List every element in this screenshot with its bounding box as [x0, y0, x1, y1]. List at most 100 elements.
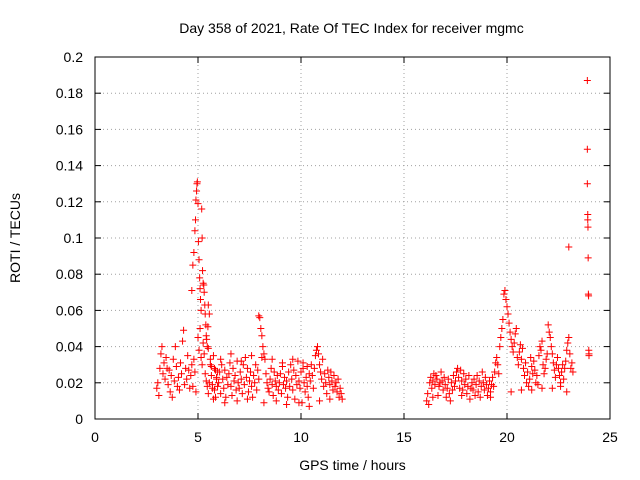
- data-point: [236, 368, 244, 376]
- data-point: [503, 303, 511, 311]
- data-point: [290, 366, 298, 374]
- data-point: [466, 395, 474, 403]
- data-point: [560, 375, 568, 383]
- data-point: [166, 388, 174, 396]
- data-point: [462, 375, 470, 383]
- data-point: [210, 364, 218, 372]
- data-point: [200, 350, 208, 358]
- data-point: [190, 248, 198, 256]
- data-point: [243, 395, 251, 403]
- data-point: [478, 368, 486, 376]
- data-point: [186, 384, 194, 392]
- data-point: [471, 391, 479, 399]
- data-point: [155, 391, 163, 399]
- data-point: [545, 328, 553, 336]
- data-point: [517, 355, 525, 363]
- data-point: [458, 391, 466, 399]
- data-point: [429, 377, 437, 385]
- data-point: [167, 372, 175, 380]
- data-point: [207, 372, 215, 380]
- data-point: [423, 397, 431, 405]
- data-point: [283, 377, 291, 385]
- data-point: [277, 390, 285, 398]
- data-point: [494, 361, 502, 369]
- data-point: [448, 386, 456, 394]
- data-point: [468, 379, 476, 387]
- data-point: [182, 364, 190, 372]
- data-point: [222, 393, 230, 401]
- data-point: [485, 377, 493, 385]
- data-point: [425, 401, 433, 409]
- data-point: [309, 384, 317, 392]
- data-point: [319, 355, 327, 363]
- data-point: [525, 382, 533, 390]
- data-point: [317, 368, 325, 376]
- data-point: [192, 216, 200, 224]
- data-point: [160, 359, 168, 367]
- data-point: [153, 384, 161, 392]
- data-point: [444, 375, 452, 383]
- data-point: [556, 372, 564, 380]
- data-point: [338, 395, 346, 403]
- data-point: [559, 361, 567, 369]
- data-point: [456, 384, 464, 392]
- data-point: [307, 361, 315, 369]
- data-point: [427, 373, 435, 381]
- data-point: [233, 397, 241, 405]
- data-point: [517, 386, 525, 394]
- data-point: [265, 388, 273, 396]
- data-point: [197, 353, 205, 361]
- data-point: [553, 353, 561, 361]
- data-point: [519, 364, 527, 372]
- data-point: [196, 274, 204, 282]
- data-point: [204, 323, 212, 331]
- data-point: [529, 370, 537, 378]
- data-point: [524, 368, 532, 376]
- data-point: [439, 386, 447, 394]
- x-tick-label: 25: [602, 429, 618, 445]
- data-point: [442, 393, 450, 401]
- data-point: [449, 372, 457, 380]
- data-point: [195, 346, 203, 354]
- data-point: [428, 384, 436, 392]
- data-point: [227, 350, 235, 358]
- data-point: [510, 339, 518, 347]
- data-point: [188, 286, 196, 294]
- data-point: [198, 205, 206, 213]
- y-tick-label: 0: [75, 411, 83, 427]
- data-point: [440, 373, 448, 381]
- data-point: [200, 281, 208, 289]
- data-point: [452, 377, 459, 385]
- data-point: [267, 364, 275, 372]
- y-tick-label: 0.08: [56, 266, 83, 282]
- data-point: [221, 366, 229, 374]
- data-point: [253, 386, 261, 394]
- data-point: [198, 361, 206, 369]
- data-point: [495, 370, 503, 378]
- data-point: [255, 375, 263, 383]
- data-point: [331, 382, 339, 390]
- data-point: [170, 377, 178, 385]
- data-point: [333, 388, 341, 396]
- data-point: [174, 373, 182, 381]
- data-point: [158, 343, 166, 351]
- data-point: [548, 384, 556, 392]
- data-point: [516, 341, 524, 349]
- data-point: [584, 216, 592, 224]
- data-point: [212, 366, 220, 374]
- data-point: [565, 334, 573, 342]
- data-point: [270, 368, 278, 376]
- data-point: [335, 393, 343, 401]
- data-point: [567, 364, 575, 372]
- data-point: [258, 332, 266, 340]
- data-point: [156, 364, 164, 372]
- data-point: [527, 353, 535, 361]
- data-point: [181, 381, 189, 389]
- data-point: [237, 357, 245, 365]
- data-point: [479, 379, 487, 387]
- data-point: [249, 393, 257, 401]
- data-point: [200, 288, 208, 296]
- data-point: [188, 361, 196, 369]
- data-point: [193, 178, 201, 186]
- data-point: [511, 330, 519, 338]
